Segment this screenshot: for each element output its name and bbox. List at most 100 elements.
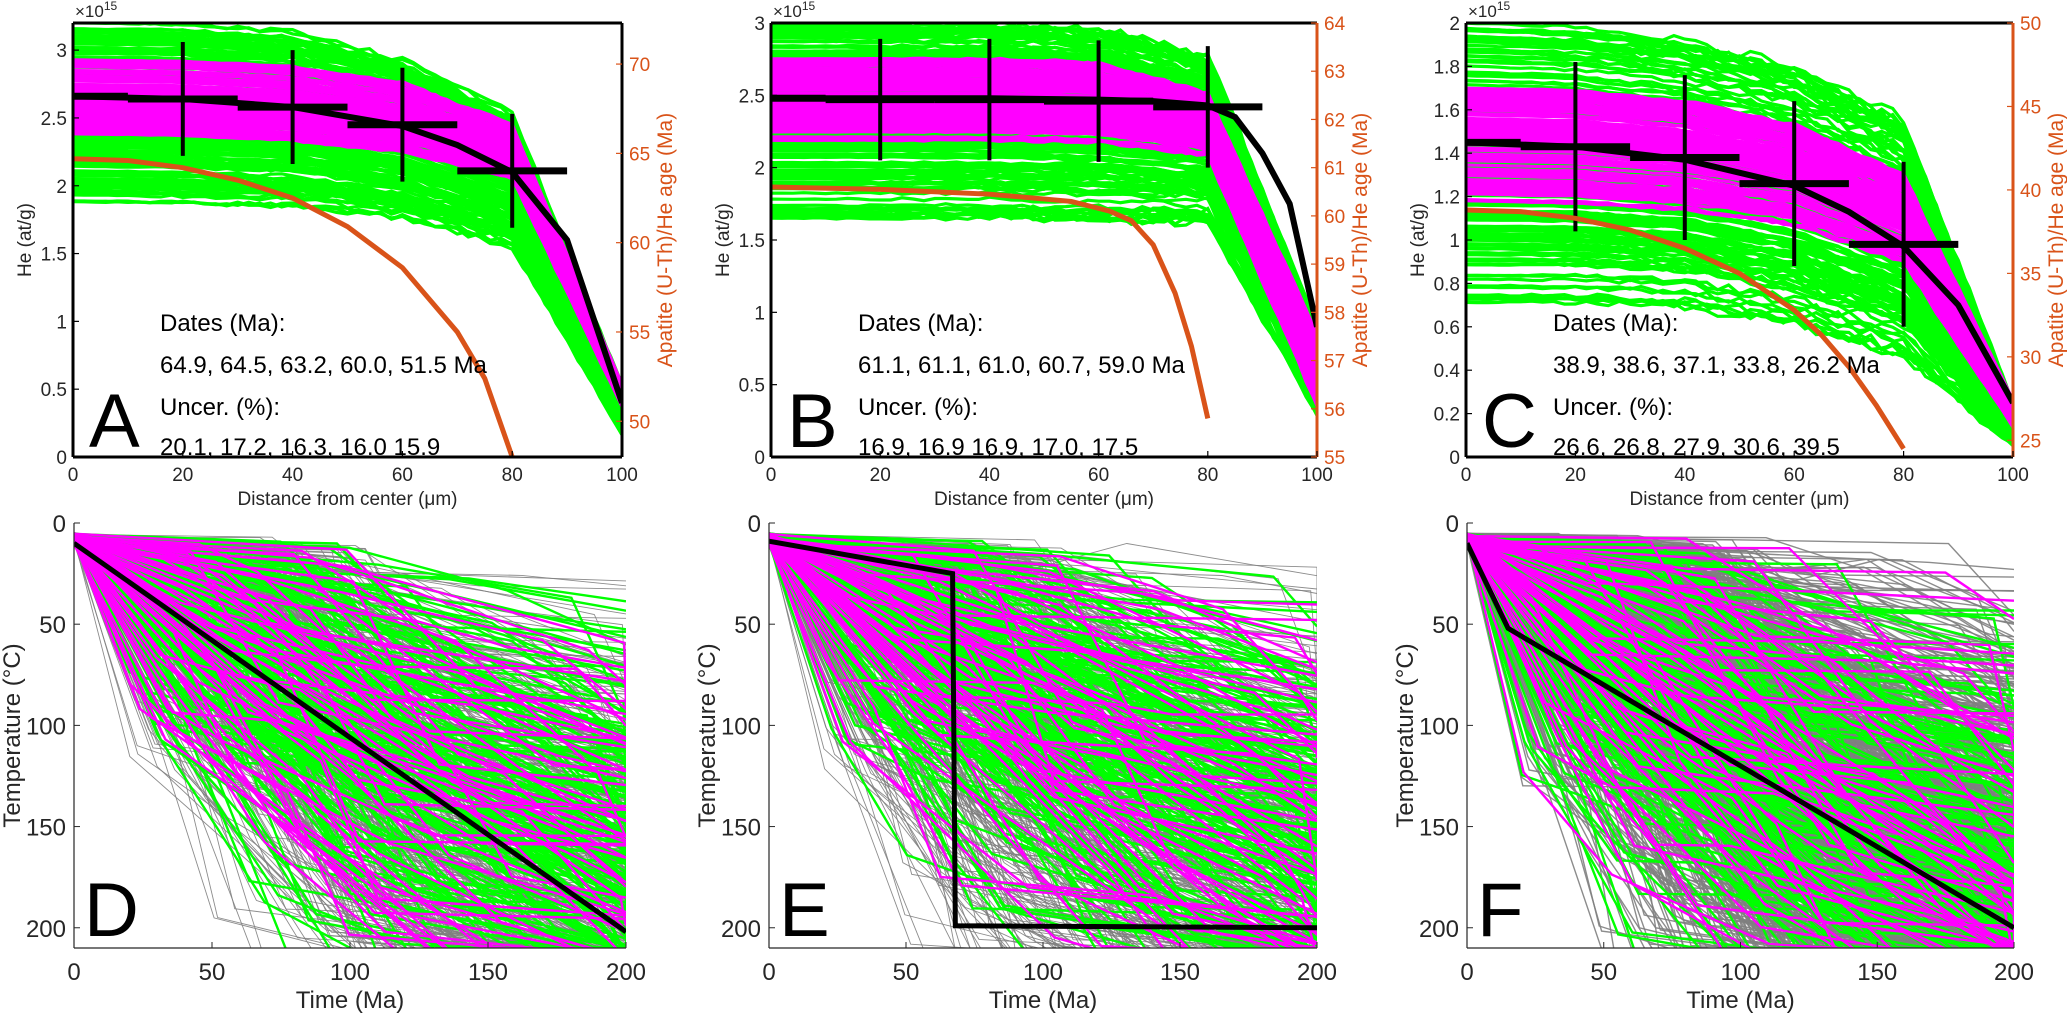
y-right-tick-label: 35 bbox=[2020, 264, 2041, 285]
y-tick-label: 1.4 bbox=[1434, 144, 1461, 165]
plot-area bbox=[769, 532, 1317, 948]
good-tt-path bbox=[1467, 535, 2014, 898]
annotation-uncer: 16.9, 16.9 16.9, 17.0, 17.5 bbox=[858, 434, 1138, 461]
y-right-tick-label: 50 bbox=[2020, 14, 2041, 35]
accepted-tt-path bbox=[769, 543, 1147, 948]
good-tt-path bbox=[74, 542, 626, 811]
y-right-tick-label: 55 bbox=[1324, 448, 1345, 469]
annotation-uncer: 26.6, 26.8, 27.9, 30.6, 39.5 bbox=[1553, 434, 1840, 461]
good-tt-path bbox=[74, 539, 581, 948]
good-tt-path bbox=[769, 538, 1317, 915]
accepted-tt-path bbox=[1467, 535, 2014, 889]
good-tt-path bbox=[1467, 543, 1837, 948]
panel-b: 0 20 40 60 80 100 0 0.5 1 1.5 2 2.5 3 55 56 57 58 59 60 61 6… bbox=[713, 0, 1372, 510]
y-tick-label: 0 bbox=[56, 448, 67, 469]
y-right-tick-label: 40 bbox=[2020, 181, 2041, 202]
y-right-axis-label: Apatite (U-Th)/He age (Ma) bbox=[2045, 113, 2067, 367]
accepted-tt-path bbox=[74, 532, 626, 754]
best-fit-tt-path bbox=[1467, 542, 2014, 930]
y-exponent-label: ×1015 bbox=[773, 0, 816, 21]
y-tick-label: 0 bbox=[53, 511, 66, 538]
y-right-tick-label: 63 bbox=[1324, 62, 1345, 83]
y-axis-label: He (at/g) bbox=[15, 203, 36, 277]
good-tt-path bbox=[769, 537, 1317, 822]
accepted-he-profile bbox=[73, 177, 622, 428]
good-tt-path bbox=[74, 537, 396, 948]
good-tt-path bbox=[1467, 534, 2014, 737]
y-tick-label: 1.5 bbox=[41, 245, 67, 266]
good-tt-path bbox=[1467, 533, 1752, 948]
good-tt-path bbox=[769, 533, 1189, 948]
annotation-uncer-label: Uncer. (%): bbox=[160, 394, 280, 421]
good-tt-path bbox=[74, 540, 626, 933]
rejected-tt-path bbox=[1467, 534, 2014, 655]
x-tick-label: 50 bbox=[893, 959, 920, 986]
good-tt-path bbox=[769, 537, 1317, 671]
x-tick-label: 100 bbox=[1301, 465, 1333, 486]
good-tt-path bbox=[74, 541, 626, 844]
accepted-he-profile bbox=[1466, 252, 2013, 439]
rejected-tt-path bbox=[769, 540, 924, 948]
age-curve bbox=[73, 156, 515, 457]
x-tick-label: 60 bbox=[1088, 465, 1109, 486]
good-tt-path bbox=[74, 536, 626, 859]
y-exponent-label: ×1015 bbox=[1468, 0, 1511, 21]
y-axis-label: He (at/g) bbox=[1408, 203, 1429, 277]
good-tt-path bbox=[1467, 543, 2014, 667]
x-tick-label: 20 bbox=[870, 465, 891, 486]
good-tt-path bbox=[1467, 542, 2014, 948]
x-tick-label: 100 bbox=[1023, 959, 1063, 986]
good-tt-path bbox=[769, 544, 1317, 945]
rejected-tt-path bbox=[74, 537, 386, 948]
good-tt-path bbox=[1467, 532, 2014, 888]
good-tt-path bbox=[74, 532, 626, 745]
panel-letter: D bbox=[84, 868, 139, 953]
x-tick-label: 50 bbox=[199, 959, 226, 986]
accepted-he-profile bbox=[771, 25, 1317, 328]
y-exponent: 15 bbox=[1497, 0, 1511, 13]
y-tick-label: 1 bbox=[1449, 231, 1460, 252]
x-tick-label: 100 bbox=[1997, 465, 2029, 486]
x-tick-label: 80 bbox=[502, 465, 523, 486]
x-tick-label: 0 bbox=[1460, 959, 1473, 986]
y-tick-label: 100 bbox=[1419, 713, 1459, 740]
y-axis-label: Temperature (°C) bbox=[694, 643, 721, 827]
accepted-he-profile bbox=[73, 143, 622, 420]
good-he-profile bbox=[1466, 88, 2013, 403]
x-tick-label: 0 bbox=[67, 959, 80, 986]
good-tt-path bbox=[769, 536, 1317, 722]
y-tick-label: 1.2 bbox=[1434, 188, 1460, 209]
y-exponent: 15 bbox=[802, 0, 816, 13]
x-tick-label: 40 bbox=[979, 465, 1000, 486]
good-tt-path bbox=[769, 539, 1159, 948]
good-tt-path bbox=[74, 540, 626, 708]
accepted-he-profile bbox=[771, 151, 1317, 386]
accepted-tt-path bbox=[1467, 536, 2014, 948]
y-tick-label: 1 bbox=[754, 303, 765, 324]
x-tick-label: 0 bbox=[68, 465, 79, 486]
accepted-tt-path bbox=[74, 536, 599, 948]
x-axis-label: Distance from center (μm) bbox=[1630, 489, 1850, 510]
good-tt-path bbox=[1467, 543, 1856, 948]
annotation-dates-label: Dates (Ma): bbox=[160, 310, 285, 337]
y-tick-label: 2 bbox=[1449, 14, 1460, 35]
rejected-tt-path bbox=[769, 540, 982, 948]
good-tt-path bbox=[74, 540, 626, 837]
accepted-he-profile bbox=[1466, 242, 2013, 438]
good-tt-path bbox=[1467, 532, 2014, 752]
good-tt-path bbox=[769, 540, 1190, 948]
y-tick-label: 2.5 bbox=[41, 109, 67, 130]
good-tt-path bbox=[1467, 543, 2014, 675]
x-tick-label: 200 bbox=[1994, 959, 2034, 986]
y-tick-label: 0.2 bbox=[1434, 405, 1460, 426]
x-tick-label: 60 bbox=[392, 465, 413, 486]
good-tt-path bbox=[74, 532, 626, 669]
annotation-dates-label: Dates (Ma): bbox=[1553, 310, 1678, 337]
accepted-he-profile bbox=[771, 204, 1317, 411]
y-axis-label: He (at/g) bbox=[713, 203, 734, 277]
y-right-axis-label: Apatite (U-Th)/He age (Ma) bbox=[654, 113, 677, 367]
good-tt-path bbox=[769, 532, 1317, 871]
y-tick-label: 100 bbox=[26, 713, 66, 740]
y-axis-label: Temperature (°C) bbox=[0, 643, 26, 827]
